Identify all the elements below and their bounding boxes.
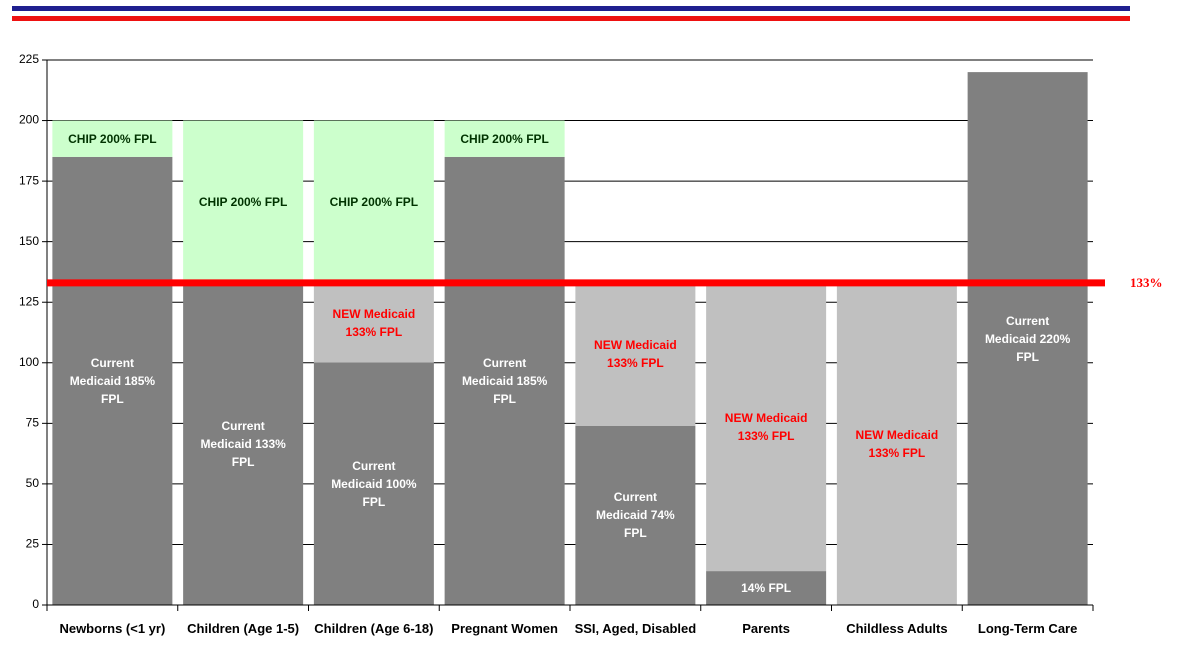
x-tick-label: SSI, Aged, Disabled: [574, 621, 697, 636]
y-tick-label: 25: [26, 537, 40, 551]
bar-segment: [183, 282, 304, 605]
y-tick-label: 200: [19, 113, 39, 127]
segment-label: Current Medicaid 185% FPL: [461, 355, 548, 406]
y-tick-label: 75: [26, 416, 40, 430]
segment-label: 14% FPL: [741, 581, 792, 596]
x-tick-label: Long-Term Care: [977, 621, 1078, 636]
bar-segment: [313, 282, 434, 363]
segment-label: CHIP 200% FPL: [198, 194, 288, 209]
bar-segment: [836, 282, 957, 605]
bar-segment: [575, 282, 696, 426]
segment-label: CHIP 200% FPL: [460, 131, 549, 146]
segment-label: Current Medicaid 185% FPL: [69, 355, 156, 406]
bar-segment: [444, 120, 565, 157]
bar-segment: [183, 120, 304, 283]
x-tick-label: Pregnant Women: [451, 621, 558, 636]
bar-segment: [706, 571, 827, 605]
header-rule-blue: [12, 6, 1130, 11]
y-tick-label: 100: [19, 355, 39, 369]
y-tick-label: 175: [19, 173, 39, 187]
x-tick-label: Newborns (<1 yr): [59, 621, 166, 636]
segment-label: NEW Medicaid 133% FPL: [332, 306, 416, 339]
segment-label: NEW Medicaid 133% FPL: [855, 427, 939, 460]
segment-label: Current Medicaid 100% FPL: [331, 458, 417, 509]
bar-segment: [52, 120, 173, 157]
bar-segment: [575, 425, 696, 605]
x-tick-label: Childless Adults: [846, 621, 948, 636]
bar-segment: [52, 156, 173, 605]
y-tick-label: 0: [32, 597, 39, 611]
bar-segment: [706, 282, 827, 572]
bar-segment: [444, 156, 565, 605]
segment-label: NEW Medicaid 133% FPL: [594, 338, 677, 371]
bar-segment: [313, 362, 434, 605]
reference-label: 133%: [1130, 274, 1163, 290]
segment-label: NEW Medicaid 133% FPL: [724, 410, 808, 443]
segment-label: Current Medicaid 74% FPL: [596, 490, 675, 541]
x-tick-label: Children (Age 1-5): [187, 621, 300, 636]
segment-label: Current Medicaid 133% FPL: [200, 418, 286, 469]
segment-label: CHIP 200% FPL: [68, 131, 157, 146]
bar-segment: [313, 120, 434, 283]
y-tick-label: 50: [26, 476, 40, 490]
y-tick-label: 150: [19, 234, 39, 248]
y-tick-label: 225: [19, 52, 39, 66]
bar-segment: [967, 72, 1088, 606]
x-tick-label: Children (Age 6-18): [314, 621, 434, 636]
x-tick-label: Parents: [742, 621, 790, 636]
segment-label: Current Medicaid 220% FPL: [984, 313, 1071, 364]
header-rule-red: [12, 16, 1130, 21]
segment-label: CHIP 200% FPL: [329, 194, 419, 209]
y-tick-label: 125: [19, 294, 39, 308]
